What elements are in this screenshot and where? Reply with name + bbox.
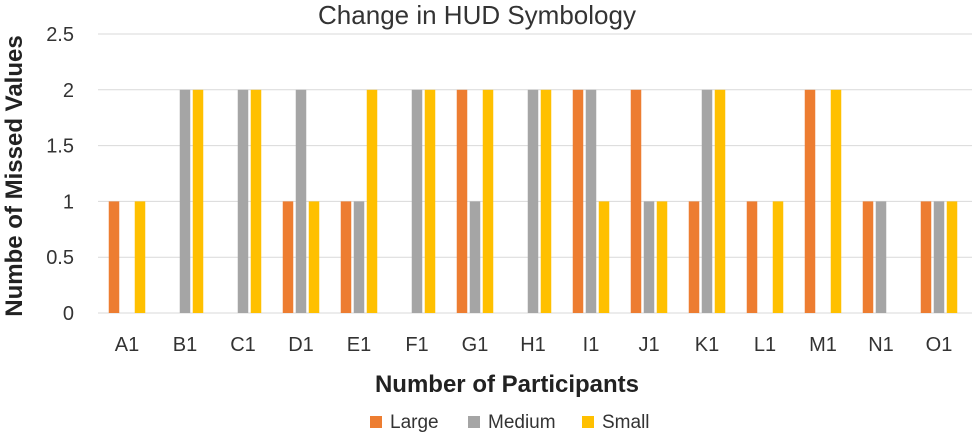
bar-small-h1 [540, 89, 552, 313]
bars [108, 89, 958, 313]
bar-small-j1 [656, 201, 668, 313]
bar-large-m1 [804, 89, 816, 313]
bar-small-m1 [830, 89, 842, 313]
y-axis-title: Numbe of Missed Values [1, 35, 28, 316]
x-tick-label: F1 [405, 334, 428, 356]
y-axis-ticks: 0 0.5 1 1.5 2 2.5 [46, 24, 74, 325]
legend-swatch-large [370, 416, 382, 428]
legend-swatch-medium [468, 416, 480, 428]
x-tick-label: M1 [809, 334, 837, 356]
legend-swatch-small [582, 416, 594, 428]
y-tick-label: 2 [63, 80, 74, 102]
x-tick-label: I1 [583, 334, 600, 356]
bar-small-f1 [424, 89, 436, 313]
y-tick-label: 1.5 [46, 136, 74, 158]
bar-small-k1 [714, 89, 726, 313]
bar-large-i1 [572, 89, 584, 313]
bar-medium-i1 [585, 89, 597, 313]
legend-label-medium: Medium [488, 412, 556, 433]
x-tick-label: D1 [288, 334, 314, 356]
y-tick-label: 1 [63, 191, 74, 213]
bar-large-l1 [746, 201, 758, 313]
bar-small-a1 [134, 201, 146, 313]
x-tick-label: K1 [695, 334, 719, 356]
legend-label-large: Large [390, 412, 439, 433]
bar-medium-k1 [701, 89, 713, 313]
bar-small-i1 [598, 201, 610, 313]
bar-small-e1 [366, 89, 378, 313]
bar-medium-o1 [933, 201, 945, 313]
bar-large-e1 [340, 201, 352, 313]
bar-large-a1 [108, 201, 120, 313]
x-axis-ticks: A1 B1 C1 D1 E1 F1 G1 H1 I1 J1 K1 L1 M1 N1 O1 [115, 334, 953, 356]
x-tick-label: C1 [230, 334, 256, 356]
bar-large-j1 [630, 89, 642, 313]
x-tick-label: N1 [868, 334, 894, 356]
legend-label-small: Small [602, 412, 650, 433]
y-tick-label: 0 [63, 303, 74, 325]
x-tick-label: E1 [347, 334, 371, 356]
bar-medium-e1 [353, 201, 365, 313]
x-tick-label: J1 [638, 334, 659, 356]
bar-small-g1 [482, 89, 494, 313]
x-tick-label: B1 [173, 334, 197, 356]
x-tick-label: G1 [462, 334, 489, 356]
bar-large-o1 [920, 201, 932, 313]
bar-small-c1 [250, 89, 262, 313]
bar-small-b1 [192, 89, 204, 313]
x-tick-label: H1 [520, 334, 546, 356]
bar-large-g1 [456, 89, 468, 313]
y-tick-label: 0.5 [46, 247, 74, 269]
bar-large-d1 [282, 201, 294, 313]
bar-medium-n1 [875, 201, 887, 313]
legend: Large Medium Small [370, 412, 650, 433]
bar-small-o1 [946, 201, 958, 313]
x-tick-label: O1 [926, 334, 953, 356]
bar-medium-d1 [295, 89, 307, 313]
bar-medium-c1 [237, 89, 249, 313]
bar-medium-h1 [527, 89, 539, 313]
bar-medium-g1 [469, 201, 481, 313]
x-tick-label: A1 [115, 334, 139, 356]
bar-large-n1 [862, 201, 874, 313]
bar-small-d1 [308, 201, 320, 313]
bar-medium-b1 [179, 89, 191, 313]
y-tick-label: 2.5 [46, 24, 74, 46]
bar-large-k1 [688, 201, 700, 313]
bar-medium-f1 [411, 89, 423, 313]
chart-title: Change in HUD Symbology [318, 0, 636, 30]
bar-medium-j1 [643, 201, 655, 313]
x-axis-title: Number of Participants [375, 371, 639, 398]
x-tick-label: L1 [754, 334, 776, 356]
bar-small-l1 [772, 201, 784, 313]
